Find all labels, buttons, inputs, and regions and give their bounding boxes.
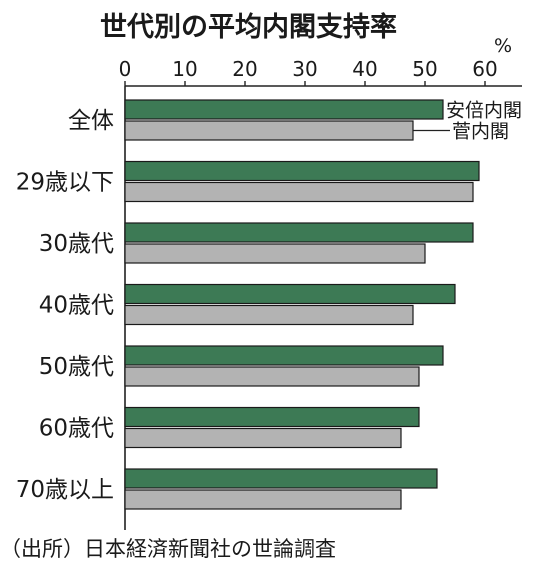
bar-suga — [124, 427, 402, 449]
bar-abe — [124, 99, 444, 120]
x-tick-label: 10 — [172, 57, 197, 81]
bar-abe — [124, 468, 438, 489]
category-label: 60歳代 — [39, 416, 114, 442]
category-label: 70歳以上 — [16, 477, 114, 503]
legend-label-abe: 安倍内閣 — [446, 100, 522, 122]
x-tick-label: 30 — [292, 57, 317, 81]
bar-abe — [124, 160, 480, 182]
x-tick-label: 50 — [412, 57, 437, 81]
category-label: 50歳代 — [39, 354, 114, 380]
chart-title: 世代別の平均内閣支持率 — [100, 11, 397, 43]
x-tick-label: 20 — [232, 57, 257, 81]
bar-abe — [124, 345, 444, 366]
bar-suga — [124, 366, 420, 387]
bar-suga — [124, 181, 474, 203]
bar-suga — [124, 120, 414, 141]
category-label: 40歳代 — [39, 293, 114, 319]
source-note: （出所）日本経済新聞社の世論調査 — [0, 537, 336, 561]
x-tick-label: 0 — [119, 57, 132, 81]
bar-abe — [124, 283, 456, 305]
bar-abe — [124, 406, 420, 428]
bar-suga — [124, 304, 414, 326]
unit-label: % — [494, 35, 512, 57]
bar-suga — [124, 489, 402, 510]
category-labels: 全体 29歳以下 30歳代 40歳代 50歳代 60歳代 70歳以上 — [16, 108, 114, 503]
x-axis: 0 10 20 30 40 50 60 — [119, 57, 522, 530]
x-tick-label: 40 — [352, 57, 377, 81]
category-label: 全体 — [68, 108, 114, 134]
category-label: 30歳代 — [39, 231, 114, 257]
x-tick-label: 60 — [472, 57, 497, 81]
bar-abe — [124, 222, 474, 243]
bar-suga — [124, 243, 426, 264]
bars — [124, 99, 480, 510]
legend-label-suga: 菅内閣 — [452, 121, 509, 143]
category-label: 29歳以下 — [16, 170, 114, 196]
